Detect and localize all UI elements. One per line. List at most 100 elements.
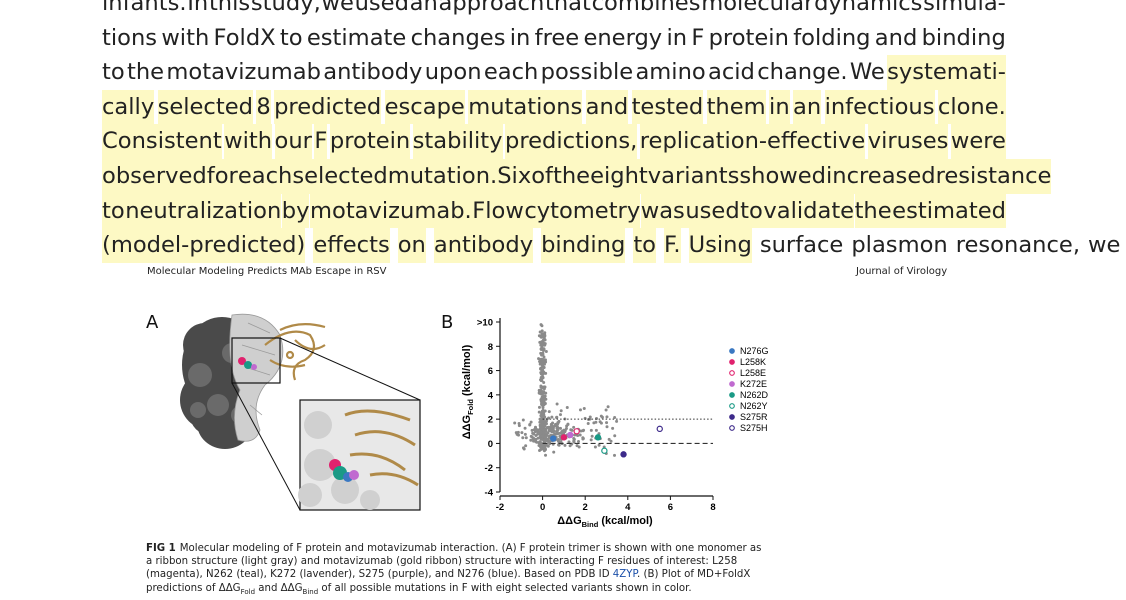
caption-line-3-tail: . (B) Plot of MD+FoldX [637, 569, 751, 581]
background-point [539, 384, 543, 388]
background-point [513, 421, 517, 425]
body-text-line: tions with FoldX to estimate changes in free ene… [102, 24, 1006, 51]
background-point [538, 428, 542, 432]
background-point [539, 414, 543, 418]
background-point [539, 372, 543, 376]
background-point [575, 444, 579, 448]
background-point [551, 429, 555, 433]
background-point [542, 362, 546, 366]
caption-line-2: a ribbon structure (light gray) and mota… [146, 556, 738, 568]
figure-caption: FIG 1 Molecular modeling of F protein and… [146, 542, 776, 599]
background-point [589, 428, 593, 432]
legend-marker [729, 425, 735, 431]
background-point [544, 453, 548, 457]
y-tick-label: >10 [477, 318, 493, 329]
legend-marker [729, 348, 735, 354]
pdb-link[interactable]: 4ZYP [612, 569, 638, 581]
background-point [605, 421, 609, 425]
variant-point-n276g [550, 435, 557, 442]
background-point [599, 414, 603, 418]
background-point [605, 425, 609, 429]
background-point [542, 449, 546, 453]
background-point [530, 428, 534, 432]
background-point [540, 400, 544, 404]
body-text: infants. In this study, we used an approach that… [102, 0, 1120, 263]
background-point [550, 415, 554, 419]
background-point [544, 360, 548, 364]
background-point [611, 426, 615, 430]
body-text-line: observed for each selected mutation. Six of the… [102, 158, 1052, 194]
background-point [586, 421, 590, 425]
background-point [546, 431, 550, 435]
background-point [540, 376, 544, 380]
background-point [576, 434, 580, 438]
ddg-bind-sub: Bind [302, 587, 319, 596]
background-point [578, 433, 582, 437]
body-text-line: cally selected 8 predicted escape mutations an… [102, 89, 1006, 125]
background-point [541, 406, 545, 410]
background-point [542, 381, 546, 385]
background-point [567, 440, 571, 444]
background-point [541, 348, 545, 352]
y-tick-label: 4 [488, 390, 494, 401]
background-point [565, 406, 569, 410]
background-point [534, 437, 538, 441]
legend-label: L258E [740, 368, 766, 378]
background-point [581, 437, 585, 441]
monomer-ribbon [229, 313, 284, 442]
caption-line-1: Molecular modeling of F protein and mota… [179, 543, 762, 554]
background-point [537, 391, 541, 395]
x-tick-label: 4 [625, 502, 631, 513]
legend-label: L258K [740, 357, 766, 367]
figure-label: FIG 1 [146, 543, 176, 554]
background-point [538, 440, 542, 444]
background-point [556, 438, 560, 442]
background-point [540, 333, 544, 337]
caption-line-3: (magenta), N262 (teal), K272 (lavender),… [146, 569, 613, 581]
background-point [594, 428, 598, 432]
body-text-line: (model-predicted) effects on antibody bindin… [102, 228, 1120, 263]
background-point [551, 421, 555, 425]
background-point [543, 415, 547, 419]
background-point [582, 428, 586, 432]
variant-point-n262d [594, 434, 602, 441]
background-point [593, 445, 597, 449]
background-point [597, 443, 601, 447]
background-point [538, 420, 542, 424]
background-point [547, 410, 551, 414]
background-point [566, 423, 570, 427]
background-point [555, 430, 559, 434]
background-point [552, 450, 556, 454]
y-tick-label: -4 [485, 488, 494, 499]
legend-marker [729, 414, 735, 420]
background-point [542, 366, 546, 370]
background-point [544, 422, 548, 426]
legend-label: K272E [740, 379, 767, 389]
legend-marker [729, 381, 735, 387]
legend-label: S275R [740, 412, 768, 422]
background-point [572, 440, 576, 444]
background-point [615, 419, 619, 423]
legend-marker [729, 403, 735, 409]
background-point [524, 436, 528, 440]
background-point [543, 342, 547, 346]
background-point [613, 415, 617, 419]
background-point [539, 431, 543, 435]
legend-label: N262Y [740, 401, 768, 411]
ddg-bind-text: ΔΔG [280, 582, 303, 594]
background-mutations [513, 323, 619, 457]
background-point [577, 440, 581, 444]
caption-line-4c: of all possible mutations in F with eigh… [318, 582, 692, 594]
background-point [529, 420, 533, 424]
background-point [579, 429, 583, 433]
background-point [559, 409, 563, 413]
background-point [588, 415, 592, 419]
background-point [555, 402, 559, 406]
background-point [564, 427, 568, 431]
background-point [540, 403, 544, 407]
background-point [559, 440, 563, 444]
background-point [550, 424, 554, 428]
background-point [534, 425, 538, 429]
background-point [540, 361, 544, 365]
